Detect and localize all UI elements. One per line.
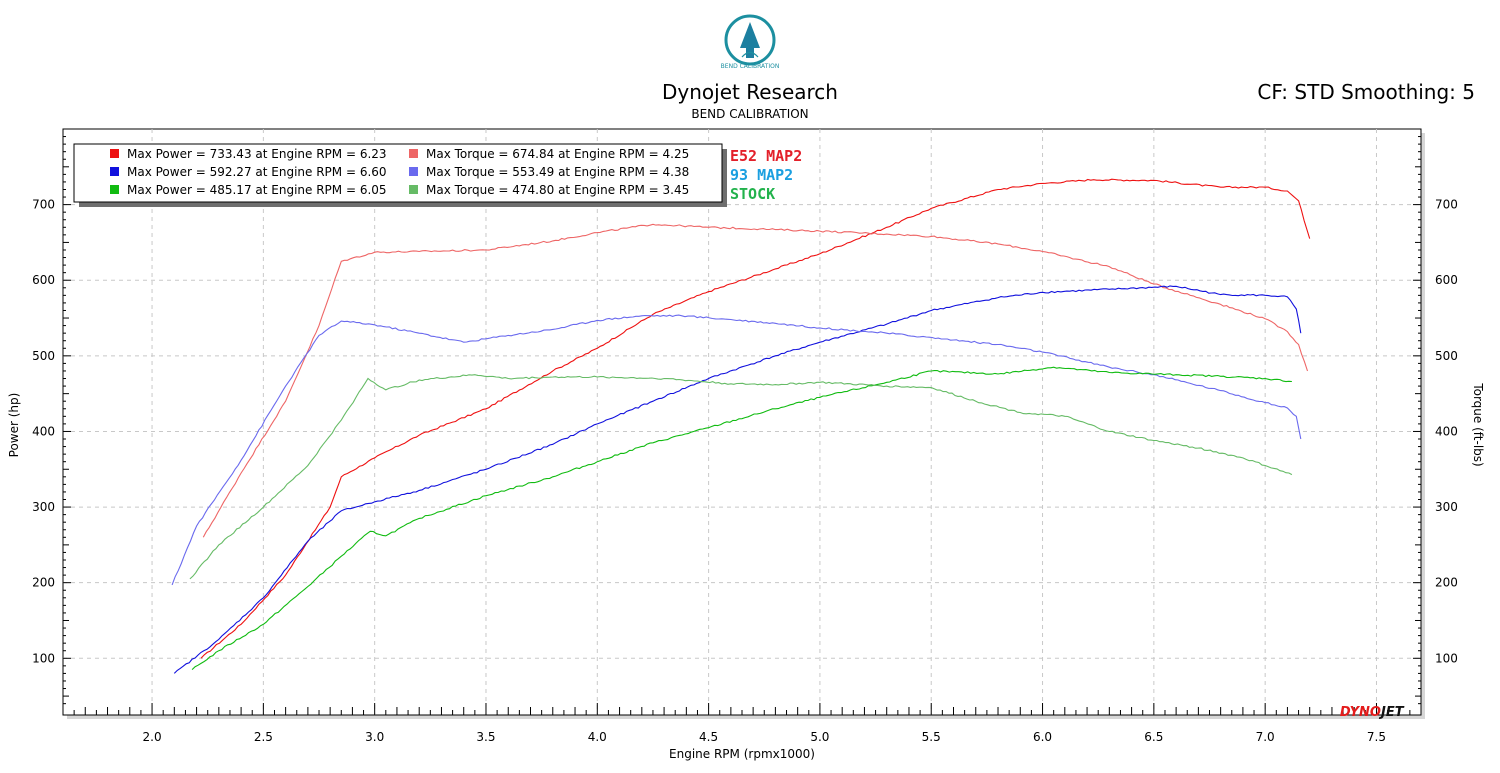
bend-calibration-logo: BEND CALIBRATION: [721, 14, 780, 70]
legend-swatch: [409, 185, 418, 194]
legend-swatch: [110, 167, 119, 176]
legend-entry: Max Torque = 674.84 at Engine RPM = 4.25: [426, 147, 689, 161]
y-tick-label: 100: [32, 651, 55, 665]
axis-ticks: 2.0 2.5 3.0 3.5 4.0 4.5 5.0 5.5 6.0 6.5 7.0 7.5 100 1…: [32, 136, 1458, 744]
series-line-e52-map2-power: [200, 178, 1311, 659]
x-tick-label: 3.0: [365, 730, 384, 744]
series-line-93-map2-torque: [171, 314, 1302, 586]
svg-text:DYNO: DYNO: [1340, 705, 1381, 720]
legend-swatch: [110, 149, 119, 158]
y2-tick-label: 400: [1435, 424, 1458, 438]
dynojet-logo: DYNO JET: [1340, 705, 1405, 720]
series-line-93-map2-power: [173, 285, 1302, 674]
x-tick-label: 6.5: [1144, 730, 1163, 744]
x-tick-label: 4.5: [699, 730, 718, 744]
legend-entry: Max Torque = 474.80 at Engine RPM = 3.45: [426, 183, 689, 197]
legend-entry: Max Torque = 553.49 at Engine RPM = 4.38: [426, 165, 689, 179]
legend-entry: Max Power = 592.27 at Engine RPM = 6.60: [127, 165, 387, 179]
grid-lines: [63, 129, 1421, 715]
y-tick-label: 500: [32, 349, 55, 363]
x-tick-label: 2.5: [254, 730, 273, 744]
y-tick-label: 600: [32, 273, 55, 287]
legend-swatch: [409, 149, 418, 158]
legend-entry: Max Power = 733.43 at Engine RPM = 6.23: [127, 147, 387, 161]
chart-title: Dynojet Research: [662, 80, 838, 104]
series-line-e52-map2-torque: [202, 223, 1309, 538]
x-tick-label: 7.5: [1367, 730, 1386, 744]
x-tick-label: 6.0: [1033, 730, 1052, 744]
legend-swatch: [409, 167, 418, 176]
legend-box: [73, 143, 723, 203]
series-line-stock-power: [191, 366, 1292, 670]
series-line-stock-torque: [189, 374, 1293, 580]
y2-axis-label: Torque (ft-lbs): [1471, 382, 1485, 466]
y-tick-label: 400: [32, 424, 55, 438]
y-tick-label: 700: [32, 198, 55, 212]
y-tick-label: 300: [32, 500, 55, 514]
run-label: 93 MAP2: [730, 166, 793, 184]
svg-text:JET: JET: [1378, 705, 1405, 720]
y2-tick-label: 700: [1435, 198, 1458, 212]
run-label: STOCK: [730, 185, 775, 203]
x-tick-label: 7.0: [1256, 730, 1275, 744]
x-tick-label: 5.5: [922, 730, 941, 744]
y2-tick-label: 300: [1435, 500, 1458, 514]
x-axis-label: Engine RPM (rpmx1000): [669, 747, 815, 761]
legend-swatch: [110, 185, 119, 194]
legend: Max Power = 733.43 at Engine RPM = 6.23 M…: [73, 143, 727, 207]
y2-tick-label: 100: [1435, 651, 1458, 665]
chart-subtitle: BEND CALIBRATION: [691, 107, 809, 121]
y2-tick-label: 500: [1435, 349, 1458, 363]
series-group: [171, 178, 1311, 674]
legend-entry: Max Power = 485.17 at Engine RPM = 6.05: [127, 183, 387, 197]
y2-tick-label: 600: [1435, 273, 1458, 287]
x-tick-label: 2.0: [143, 730, 162, 744]
correction-factor-info: CF: STD Smoothing: 5: [1257, 80, 1475, 104]
x-tick-label: 3.5: [476, 730, 495, 744]
x-tick-label: 4.0: [588, 730, 607, 744]
plot-frame: [62, 128, 1422, 716]
logo-text: BEND CALIBRATION: [721, 63, 780, 70]
x-tick-label: 5.0: [810, 730, 829, 744]
y-axis-label: Power (hp): [7, 393, 21, 458]
run-label: E52 MAP2: [730, 147, 802, 165]
y2-tick-label: 200: [1435, 576, 1458, 590]
y-tick-label: 200: [32, 576, 55, 590]
